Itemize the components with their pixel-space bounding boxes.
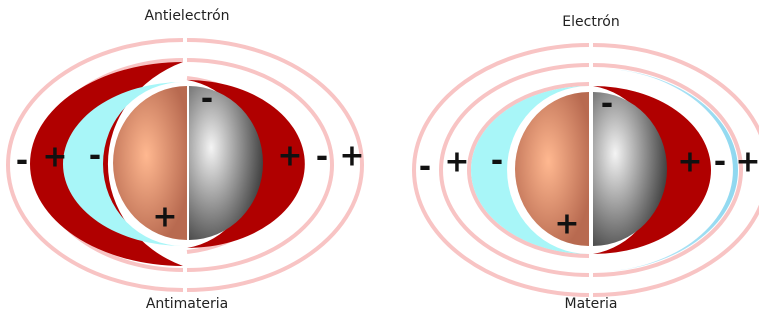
sign: + [42,140,67,175]
sign: - [316,140,328,175]
sign: + [277,139,302,174]
sign: - [601,87,613,122]
sign: - [201,82,213,117]
title: Antielectrón [144,8,229,24]
sign: + [735,145,759,180]
caption: Materia [565,296,618,312]
sign: + [677,145,702,180]
sign: + [554,207,579,242]
sign: + [444,145,469,180]
sign: - [491,144,503,179]
sign: - [714,145,726,180]
sign: - [419,150,431,185]
antimatter-diagram: Antielectrón Antimateria - + - - + - + + [8,8,365,312]
diagram: Antielectrón Antimateria - + - - + - + +… [0,0,759,315]
sign: + [152,200,177,235]
title: Electrón [562,14,619,30]
matter-diagram: Electrón Materia - + - - + - + + [414,14,759,312]
sign: - [89,139,101,174]
sign: - [16,144,28,179]
caption: Antimateria [146,296,228,312]
sign: + [339,139,364,174]
